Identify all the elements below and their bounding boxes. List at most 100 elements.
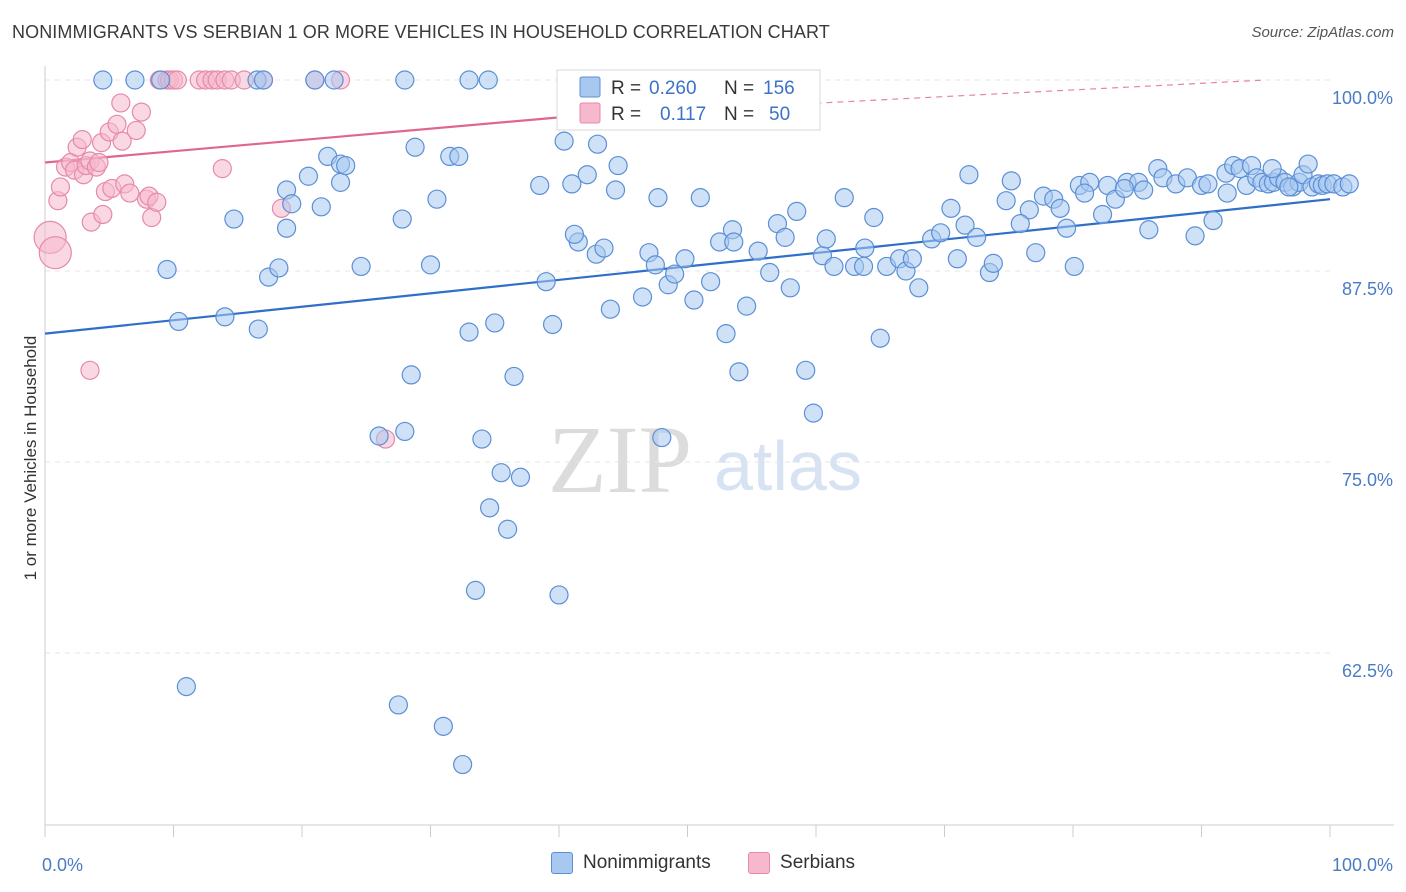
nonimmigrant-point bbox=[433, 716, 453, 736]
nonimmigrant-point bbox=[652, 427, 672, 448]
serbian-point bbox=[80, 360, 100, 380]
nonimmigrant-point bbox=[983, 253, 1003, 273]
nonimmigrant-point bbox=[169, 311, 189, 332]
nonimmigrant-point bbox=[645, 255, 665, 275]
nonimmigrant-point bbox=[1056, 218, 1077, 238]
legend-n-value-1: 156 bbox=[763, 78, 795, 99]
nonimmigrant-point bbox=[248, 319, 268, 339]
nonimmigrant-point bbox=[748, 241, 768, 261]
nonimmigrant-point bbox=[1064, 256, 1084, 277]
nonimmigrant-point bbox=[1298, 154, 1318, 174]
nonimmigrant-point bbox=[870, 328, 890, 348]
nonimmigrant-point bbox=[125, 70, 145, 90]
nonimmigrant-point bbox=[690, 188, 710, 208]
nonimmigrant-point bbox=[855, 238, 875, 258]
y-axis-label: 1 or more Vehicles in Household bbox=[21, 336, 40, 581]
nonimmigrant-point bbox=[465, 580, 486, 600]
nonimmigrant-point bbox=[1092, 204, 1113, 225]
stats-legend-box bbox=[556, 69, 821, 131]
legend-n-label-2: N = bbox=[724, 104, 754, 125]
nonimmigrant-point bbox=[498, 519, 518, 539]
nonimmigrant-point bbox=[665, 264, 685, 284]
nonimmigrant-point bbox=[594, 238, 614, 258]
nonimmigrant-point bbox=[996, 191, 1016, 211]
nonimmigrant-point bbox=[729, 362, 749, 382]
serbian-point bbox=[120, 183, 140, 203]
legend-item-serbians: Serbians bbox=[748, 852, 855, 874]
nonimmigrant-point bbox=[253, 70, 274, 90]
nonimmigrant-point bbox=[648, 188, 668, 208]
nonimmigrant-point bbox=[853, 256, 874, 277]
serbian-point bbox=[38, 236, 72, 270]
nonimmigrant-point bbox=[941, 198, 961, 218]
legend-item-nonimmigrants: Nonimmigrants bbox=[550, 852, 711, 874]
nonimmigrant-point bbox=[151, 70, 171, 90]
nonimmigrant-point bbox=[401, 365, 421, 385]
nonimmigrant-point bbox=[1074, 183, 1095, 203]
nonimmigrant-point bbox=[388, 695, 408, 715]
serbian-point bbox=[167, 70, 187, 90]
nonimmigrant-point bbox=[1010, 214, 1030, 234]
legend-label-nonimmigrants: Nonimmigrants bbox=[582, 852, 711, 873]
nonimmigrant-point bbox=[1026, 243, 1046, 263]
nonimmigrant-point bbox=[675, 249, 695, 269]
nonimmigrant-point bbox=[587, 134, 608, 154]
nonimmigrant-point bbox=[1198, 174, 1218, 194]
serbians-trend-line bbox=[44, 114, 585, 164]
nonimmigrant-point bbox=[491, 463, 511, 483]
nonimmigrant-point bbox=[157, 259, 177, 280]
y-tick-label-0: 62.5% bbox=[1342, 661, 1393, 681]
legend-r-value-1: 0.260 bbox=[649, 78, 697, 99]
nonimmigrant-point bbox=[684, 290, 704, 310]
legend-swatch-nonimmigrants bbox=[579, 76, 601, 98]
stats-legend: R = 0.260 N = 156 R = 0.117 N = 50 bbox=[556, 69, 821, 131]
nonimmigrant-point bbox=[485, 313, 505, 333]
y-tick-label-1: 75.0% bbox=[1342, 470, 1393, 490]
legend-label-serbians: Serbians bbox=[780, 852, 856, 873]
nonimmigrant-point bbox=[1262, 159, 1282, 179]
nonimmigrant-point bbox=[176, 677, 196, 697]
nonimmigrant-point bbox=[504, 366, 524, 387]
nonimmigrant-point bbox=[427, 189, 447, 209]
nonimmigrant-point bbox=[701, 272, 721, 292]
axes bbox=[44, 66, 1394, 837]
nonimmigrant-point bbox=[324, 70, 344, 90]
chart-title: NONIMMIGRANTS VS SERBIAN 1 OR MORE VEHIC… bbox=[12, 22, 830, 42]
nonimmigrant-point bbox=[947, 249, 967, 269]
nonimmigrant-point bbox=[1217, 183, 1237, 203]
nonimmigrant-point bbox=[632, 287, 653, 307]
watermark-zip: ZIP bbox=[548, 406, 692, 513]
serbian-point bbox=[93, 204, 113, 225]
nonimmigrant-point bbox=[600, 299, 621, 319]
legend-swatch-serbians bbox=[579, 102, 601, 124]
serbian-point bbox=[212, 159, 232, 179]
x-tick-label-1: 100.0% bbox=[1332, 855, 1393, 875]
nonimmigrant-point bbox=[510, 467, 531, 487]
nonimmigrant-point bbox=[1203, 210, 1223, 231]
nonimmigrant-point bbox=[282, 194, 302, 214]
nonimmigrant-point bbox=[1019, 200, 1039, 220]
nonimmigrant-point bbox=[330, 172, 351, 192]
serbian-point bbox=[147, 192, 167, 212]
nonimmigrant-point bbox=[336, 155, 356, 176]
watermark-atlas: atlas bbox=[714, 427, 862, 505]
nonimmigrants-points bbox=[93, 70, 1359, 775]
nonimmigrant-point bbox=[902, 249, 922, 269]
nonimmigrant-point bbox=[803, 403, 824, 423]
legend-r-label-1: R = bbox=[611, 78, 641, 99]
nonimmigrant-point bbox=[909, 278, 929, 298]
nonimmigrant-point bbox=[395, 70, 415, 90]
nonimmigrant-point bbox=[554, 131, 574, 151]
nonimmigrants-swatch bbox=[550, 852, 573, 874]
nonimmigrant-point bbox=[1339, 174, 1359, 194]
nonimmigrant-point bbox=[864, 207, 884, 228]
nonimmigrant-point bbox=[395, 421, 415, 442]
nonimmigrant-point bbox=[1114, 178, 1135, 199]
nonimmigrant-point bbox=[816, 229, 836, 249]
nonimmigrant-point bbox=[1001, 171, 1021, 191]
serbian-point bbox=[72, 129, 92, 150]
nonimmigrant-point bbox=[955, 215, 975, 235]
nonimmigrant-point bbox=[224, 209, 244, 229]
y-tick-label-3: 100.0% bbox=[1332, 88, 1393, 108]
nonimmigrant-point bbox=[311, 197, 331, 217]
